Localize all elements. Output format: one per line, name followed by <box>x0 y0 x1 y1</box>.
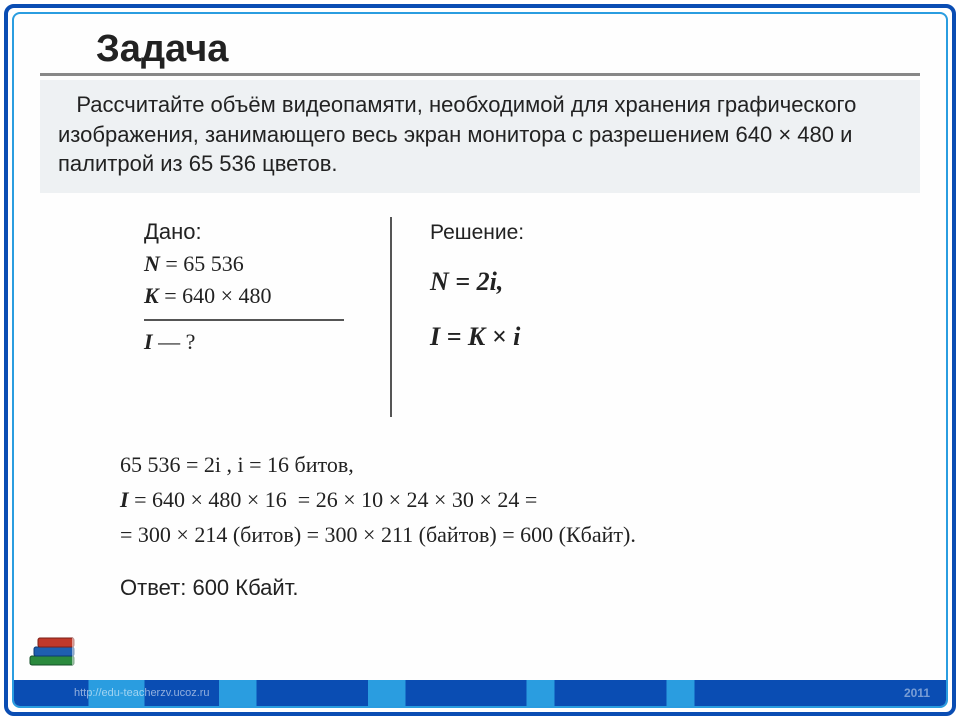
rhs-k: = 640 × 480 <box>164 283 271 308</box>
rhs-n: = 65 536 <box>165 251 243 276</box>
answer-row: Ответ: 600 Кбайт. <box>40 575 920 601</box>
given-divider <box>144 319 344 321</box>
calc-line-2: I = 640 × 480 × 16 = 26 × 10 × 24 × 30 ×… <box>120 482 920 517</box>
given-column: Дано: N = 65 536 K = 640 × 480 I — ? <box>144 219 394 355</box>
answer-label: Ответ: <box>120 575 186 600</box>
problem-statement: Рассчитайте объём видеопамяти, необходим… <box>40 80 920 193</box>
calc-line-1: 65 536 = 2i , i = 16 битов, <box>120 447 920 482</box>
given-row: N = 65 536 <box>144 251 394 277</box>
slide-content: Задача Рассчитайте объём видеопамяти, не… <box>40 24 920 670</box>
find-row: I — ? <box>144 329 394 355</box>
given-label: Дано: <box>144 219 394 245</box>
vertical-divider <box>390 217 392 417</box>
problem-text: Рассчитайте объём видеопамяти, необходим… <box>58 92 856 176</box>
footer-year: 2011 <box>904 680 930 706</box>
slide-title: Задача <box>96 28 920 71</box>
footer-strip: http://edu-teacherzv.ucoz.ru 2011 <box>14 680 946 706</box>
title-underline <box>40 73 920 76</box>
var-k: K <box>144 283 159 308</box>
solution-area: Дано: N = 65 536 K = 640 × 480 I — ? Реш… <box>40 219 920 419</box>
var-i-big: I <box>144 329 153 354</box>
footer-url: http://edu-teacherzv.ucoz.ru <box>14 687 210 699</box>
books-stack-icon <box>28 626 80 670</box>
given-row: K = 640 × 480 <box>144 283 394 309</box>
formula-line-2: I = K × i <box>430 317 730 356</box>
calculation-block: 65 536 = 2i , i = 16 битов, I = 640 × 48… <box>40 447 920 553</box>
solution-label: Решение: <box>430 222 524 244</box>
solution-column: Решение: N = 2i, I = K × i <box>430 219 730 356</box>
formula-line-1: N = 2i, <box>430 262 730 301</box>
find-q: — ? <box>158 329 195 354</box>
answer-value: 600 Кбайт. <box>192 575 298 600</box>
var-n: N <box>144 251 160 276</box>
calc-line-3: = 300 × 214 (битов) = 300 × 211 (байтов)… <box>120 517 920 552</box>
